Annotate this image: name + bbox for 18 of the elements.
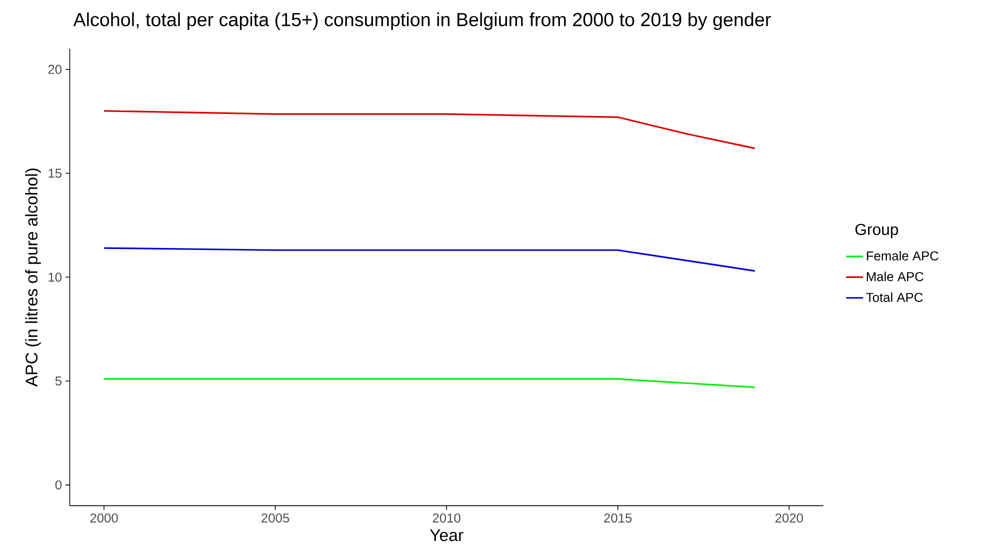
x-axis-title: Year [430,529,464,541]
y-tick-label: 20 [48,64,62,74]
legend-title: Group [855,224,898,238]
y-tick-label: 15 [48,168,62,178]
y-tick-label: 0 [55,480,62,490]
line-series [103,110,756,149]
x-tick-label: 2010 [432,513,460,522]
x-tick-label: 2000 [90,513,118,522]
x-tick-label: 2005 [262,513,290,522]
y-tick-label: 5 [55,376,62,386]
y-axis-title: APC (in litres of pure alcohol) [25,168,41,387]
legend-label: Total APC [866,292,923,302]
chart-title: Alcohol, total per capita (15+) consumption in Belgium from 2000 to 2019 by gender [73,12,771,30]
x-tick-label: 2015 [604,513,632,522]
x-tick-label: 2020 [775,513,803,522]
legend-label: Male APC [866,272,924,282]
legend-label: Female APC [866,250,938,260]
y-tick-label: 10 [48,272,62,282]
